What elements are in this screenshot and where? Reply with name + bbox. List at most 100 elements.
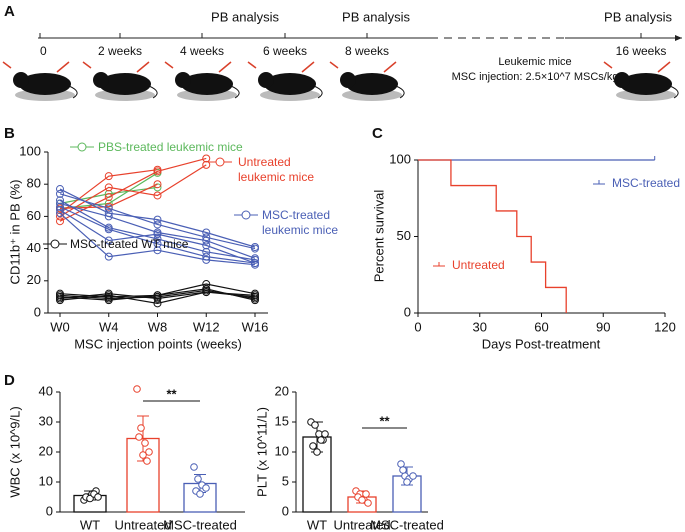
mouse-tail [148,85,158,99]
survival-line [418,159,567,313]
series-line [59,169,158,214]
point [251,291,259,300]
mouse-tail [68,85,78,99]
panel-label: B [4,125,15,142]
legend-label: Untreated leukemic mice [238,155,315,184]
point [143,457,151,465]
arrow-head [675,35,682,41]
point [94,493,102,501]
point [311,421,319,429]
point [153,180,162,189]
timeline-label: 16 weeks [616,44,667,58]
point [56,189,64,198]
point [153,239,162,248]
y-axis-label: PLT (x 10^11/L) [254,407,269,497]
point [202,247,211,256]
x-tick-label: Untreated [333,517,390,532]
point [313,448,321,456]
point [104,225,113,234]
analysis-label: PB analysis [342,9,410,24]
point [137,424,145,432]
point [251,260,259,269]
point [139,451,147,459]
note: MSC injection: 2.5×10^7 MSCs/kg [452,71,619,83]
x-tick-label: MSC-treated [370,517,444,532]
mouse-body [346,73,398,95]
mouse-tail [395,85,405,99]
x-tick-label: Untreated [114,517,171,532]
y-tick-label: 10 [39,473,53,488]
mouse-body [264,73,316,95]
point [133,385,141,393]
x-axis-label: MSC injection points (weeks) [74,336,242,351]
y-tick-label: 80 [27,176,41,191]
significance-label: ** [166,386,177,401]
timeline-label: 8 weeks [345,44,389,58]
point [409,472,417,480]
syringe [603,61,671,73]
significance-label: ** [379,413,390,428]
y-tick-label: 40 [27,240,41,255]
x-tick-label: MSC-treated [163,517,237,532]
point [153,183,162,192]
point [403,478,411,486]
y-tick-label: 100 [19,143,41,158]
panel-label: D [4,372,15,389]
syringe [329,61,397,73]
point [202,255,211,264]
mouse-head [340,72,356,88]
y-tick-label: 5 [282,473,289,488]
timeline-label: 4 weeks [180,44,224,58]
mouse-head [175,72,191,88]
point [202,236,211,245]
point [56,209,64,218]
point [104,236,113,245]
point [251,294,259,303]
mouse-tail [230,85,240,99]
point [135,433,143,441]
y-tick-label: 20 [275,383,289,398]
y-tick-label: 50 [397,228,411,243]
syringe [82,61,150,73]
legend-marker [241,210,251,220]
syringe [164,61,232,73]
point [202,154,211,163]
point [145,448,153,456]
panel-label: A [4,3,15,20]
legend-label: MSC-treated WT mice [70,237,189,251]
analysis-label: PB analysis [211,9,279,24]
series-line [59,157,207,222]
point [399,466,407,474]
point [153,299,162,308]
point [153,165,162,174]
series-line [59,199,256,261]
point [104,294,113,303]
mouse-tail [313,85,323,99]
series-line [59,212,256,266]
x-tick-label: W16 [242,319,269,334]
point [202,228,211,237]
point [56,296,64,305]
legend-marker [50,239,60,249]
y-tick-label: 20 [27,272,41,287]
point [196,490,204,498]
legend-marker [77,142,87,152]
legend-label: PBS-treated leukemic mice [98,140,243,154]
x-tick-label: W12 [193,319,220,334]
point [104,212,113,221]
y-tick-label: 100 [389,151,411,166]
analysis-label: PB analysis [604,9,672,24]
panel-label: C [372,125,383,142]
series-line [59,164,207,217]
x-tick-label: 60 [534,319,548,334]
x-axis-label: Days Post-treatment [482,336,601,351]
y-axis-label: CD11b⁺ in PB (%) [7,180,22,285]
mouse-body [181,73,233,95]
y-tick-label: 15 [275,413,289,428]
point [202,286,211,295]
syringe [247,61,315,73]
point [153,220,162,229]
point [56,185,64,194]
y-tick-label: 0 [46,503,53,518]
point [190,463,198,471]
